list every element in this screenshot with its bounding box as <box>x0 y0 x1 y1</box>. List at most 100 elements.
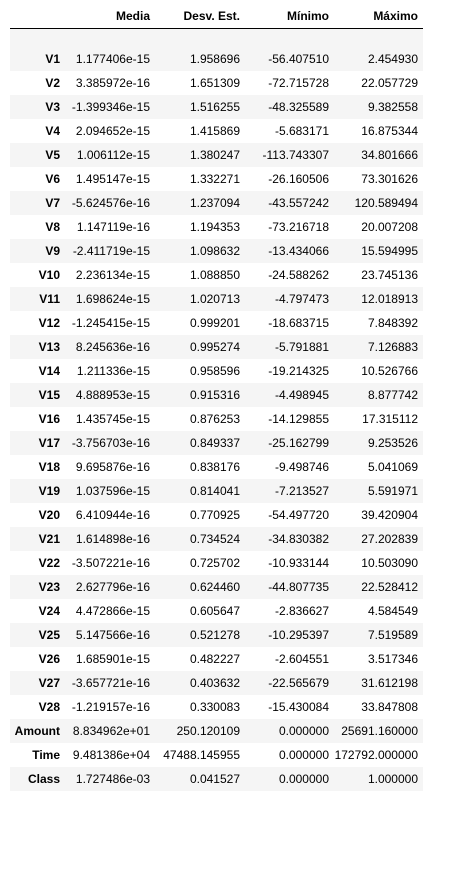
row-label: V5 <box>45 148 60 162</box>
cell-media: 6.410944e-16 <box>75 508 150 522</box>
row-label: V7 <box>45 196 60 210</box>
cell-desv-est: 47488.145955 <box>163 748 240 762</box>
cell-media: 1.037596e-15 <box>75 484 150 498</box>
cell-minimo: -5.683171 <box>274 124 329 138</box>
cell-maximo: 34.801666 <box>361 148 418 162</box>
dataframe-output: Media Desv. Est. Mínimo Máximo V1 1.17740… <box>10 4 423 791</box>
table-row: V11 1.698624e-15 1.020713 -4.797473 12.01891… <box>10 287 423 311</box>
row-label: V2 <box>45 76 60 90</box>
row-label: V28 <box>38 700 60 714</box>
cell-minimo: -22.565679 <box>268 676 329 690</box>
cell-media: 1.727486e-03 <box>75 772 150 786</box>
cell-maximo: 25691.160000 <box>341 724 418 738</box>
cell-desv-est: 0.849337 <box>189 436 240 450</box>
cell-desv-est: 1.380247 <box>189 148 240 162</box>
row-label: V21 <box>38 532 60 546</box>
cell-maximo: 5.041069 <box>367 460 418 474</box>
cell-minimo: -43.557242 <box>268 196 329 210</box>
table-row: V24 4.472866e-15 0.605647 -2.836627 4.584549 <box>10 599 423 623</box>
table-row: V25 5.147566e-16 0.521278 -10.295397 7.51958… <box>10 623 423 647</box>
cell-maximo: 12.018913 <box>361 292 418 306</box>
cell-minimo: -15.430084 <box>268 700 329 714</box>
table-row: V28 -1.219157e-16 0.330083 -15.430084 33.847… <box>10 695 423 719</box>
cell-minimo: -19.214325 <box>268 364 329 378</box>
cell-minimo: -72.715728 <box>268 76 329 90</box>
table-row: V3 -1.399346e-15 1.516255 -48.325589 9.38255… <box>10 95 423 119</box>
row-label: Class <box>27 772 60 786</box>
row-label: V22 <box>38 556 60 570</box>
cell-maximo: 7.848392 <box>367 316 418 330</box>
cell-desv-est: 0.624460 <box>189 580 240 594</box>
table-row: Amount 8.834962e+01 250.120109 0.000000 2569… <box>10 719 423 743</box>
table-row: V16 1.435745e-15 0.876253 -14.129855 17.3151… <box>10 407 423 431</box>
row-label: V25 <box>38 628 60 642</box>
cell-minimo: -44.807735 <box>268 580 329 594</box>
row-label: V10 <box>38 268 60 282</box>
cell-media: -2.411719e-15 <box>72 244 150 258</box>
cell-minimo: -4.498945 <box>274 388 329 402</box>
cell-desv-est: 0.838176 <box>189 460 240 474</box>
cell-maximo: 5.591971 <box>367 484 418 498</box>
table-row: V8 1.147119e-16 1.194353 -73.216718 20.00720… <box>10 215 423 239</box>
cell-maximo: 2.454930 <box>367 52 418 66</box>
table-row: V19 1.037596e-15 0.814041 -7.213527 5.591971 <box>10 479 423 503</box>
cell-desv-est: 1.098632 <box>189 244 240 258</box>
header-row: Media Desv. Est. Mínimo Máximo <box>10 4 423 29</box>
cell-media: -1.245415e-15 <box>71 316 150 330</box>
column-header-minimo: Mínimo <box>245 4 334 29</box>
cell-media: 1.495147e-15 <box>75 172 150 186</box>
cell-maximo: 23.745136 <box>361 268 418 282</box>
row-label: V12 <box>38 316 60 330</box>
row-label: V27 <box>38 676 60 690</box>
table-row: V4 2.094652e-15 1.415869 -5.683171 16.875344 <box>10 119 423 143</box>
cell-maximo: 10.526766 <box>361 364 418 378</box>
cell-desv-est: 0.482227 <box>189 652 240 666</box>
cell-media: -1.399346e-15 <box>71 100 150 114</box>
row-label: V24 <box>38 604 60 618</box>
cell-desv-est: 0.999201 <box>189 316 240 330</box>
cell-minimo: -4.797473 <box>274 292 329 306</box>
table-row: V27 -3.657721e-16 0.403632 -22.565679 31.612… <box>10 671 423 695</box>
cell-media: 8.834962e+01 <box>72 724 150 738</box>
table-row: Class 1.727486e-03 0.041527 0.000000 1.00000… <box>10 767 423 791</box>
row-label: V20 <box>38 508 60 522</box>
cell-desv-est: 1.020713 <box>189 292 240 306</box>
cell-minimo: -73.216718 <box>268 220 329 234</box>
cell-media: 2.236134e-15 <box>75 268 150 282</box>
cell-media: 1.685901e-15 <box>75 652 150 666</box>
cell-media: -1.219157e-16 <box>71 700 150 714</box>
row-label: V19 <box>38 484 60 498</box>
cell-maximo: 1.000000 <box>367 772 418 786</box>
cell-maximo: 7.126883 <box>367 340 418 354</box>
cell-minimo: -26.160506 <box>268 172 329 186</box>
cell-maximo: 73.301626 <box>361 172 418 186</box>
row-label: V8 <box>45 220 60 234</box>
table-row: Time 9.481386e+04 47488.145955 0.000000 1727… <box>10 743 423 767</box>
table-row: V12 -1.245415e-15 0.999201 -18.683715 7.8483… <box>10 311 423 335</box>
row-label: V14 <box>38 364 60 378</box>
cell-media: -3.756703e-16 <box>71 436 150 450</box>
cell-maximo: 27.202839 <box>361 532 418 546</box>
cell-maximo: 120.589494 <box>354 196 418 210</box>
table-row: V1 1.177406e-15 1.958696 -56.407510 2.454930 <box>10 47 423 71</box>
cell-maximo: 172792.000000 <box>334 748 418 762</box>
table-row: V2 3.385972e-16 1.651309 -72.715728 22.05772… <box>10 71 423 95</box>
cell-minimo: -25.162799 <box>268 436 329 450</box>
table-row: V13 8.245636e-16 0.995274 -5.791881 7.126883 <box>10 335 423 359</box>
table-row: V9 -2.411719e-15 1.098632 -13.434066 15.5949… <box>10 239 423 263</box>
cell-minimo: -48.325589 <box>268 100 329 114</box>
cell-minimo: -24.588262 <box>268 268 329 282</box>
cell-minimo: -2.604551 <box>274 652 329 666</box>
row-label: V26 <box>38 652 60 666</box>
row-label: V18 <box>38 460 60 474</box>
cell-maximo: 8.877742 <box>367 388 418 402</box>
row-label: V23 <box>38 580 60 594</box>
cell-minimo: -10.933144 <box>268 556 329 570</box>
cell-maximo: 7.519589 <box>367 628 418 642</box>
cell-media: 4.888953e-15 <box>75 388 150 402</box>
cell-maximo: 39.420904 <box>361 508 418 522</box>
cell-desv-est: 1.651309 <box>189 76 240 90</box>
cell-media: 1.006112e-15 <box>76 148 150 162</box>
row-label: V3 <box>45 100 60 114</box>
row-label: Time <box>32 748 60 762</box>
